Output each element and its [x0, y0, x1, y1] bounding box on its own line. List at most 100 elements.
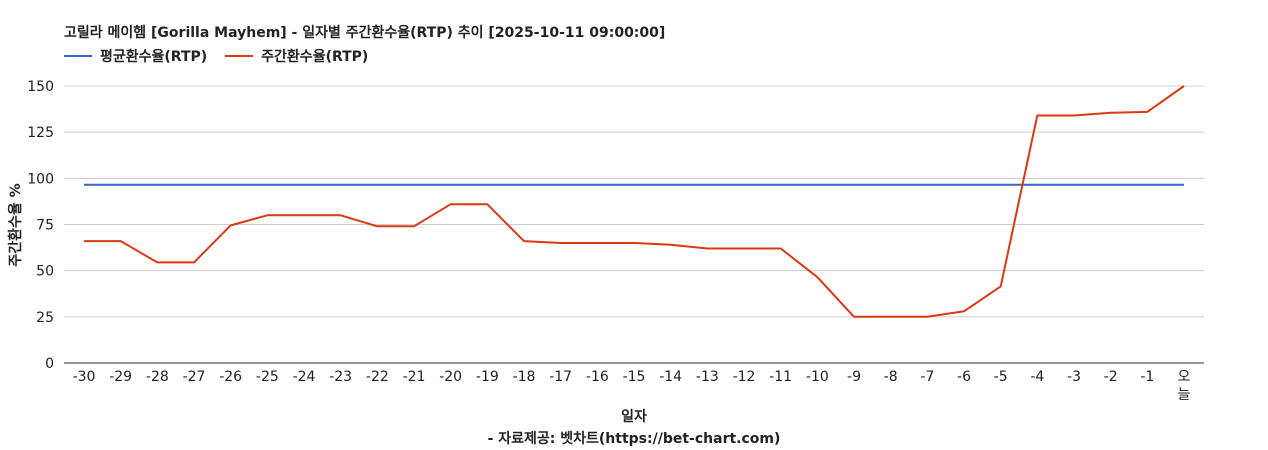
x-tick-label: -24 — [293, 369, 316, 385]
legend-item-average[interactable]: 평균환수율(RTP) — [64, 46, 207, 66]
data-point[interactable] — [1143, 108, 1151, 116]
data-point[interactable] — [483, 181, 491, 189]
x-tick-label: -1 — [1140, 369, 1154, 385]
data-point[interactable] — [813, 273, 821, 281]
x-tick-label: -23 — [329, 369, 352, 385]
data-point[interactable] — [153, 181, 161, 189]
data-point[interactable] — [227, 221, 235, 229]
data-source: - 자료제공: 벳차트(https://bet-chart.com) — [487, 431, 781, 447]
y-axis-title: 주간환수율 % — [7, 183, 24, 266]
x-tick-label: -26 — [219, 369, 242, 385]
data-point[interactable] — [850, 313, 858, 321]
data-point[interactable] — [593, 239, 601, 247]
data-point[interactable] — [777, 245, 785, 253]
data-point[interactable] — [997, 181, 1005, 189]
data-point[interactable] — [153, 258, 161, 266]
data-point[interactable] — [410, 222, 418, 230]
y-tick-label: 0 — [45, 356, 54, 372]
x-tick-label: -2 — [1104, 369, 1118, 385]
data-point[interactable] — [373, 222, 381, 230]
y-tick-label: 100 — [27, 171, 54, 187]
data-point[interactable] — [1070, 181, 1078, 189]
data-point[interactable] — [337, 211, 345, 219]
legend-label-average: 평균환수율(RTP) — [100, 49, 208, 65]
data-point[interactable] — [740, 181, 748, 189]
legend-item-weekly[interactable]: 주간환수율(RTP) — [225, 46, 368, 66]
data-point[interactable] — [520, 181, 528, 189]
data-point[interactable] — [777, 181, 785, 189]
data-point[interactable] — [630, 239, 638, 247]
data-point[interactable] — [373, 181, 381, 189]
data-point[interactable] — [300, 211, 308, 219]
x-tick-label: -12 — [733, 369, 756, 385]
gridlines — [64, 85, 1204, 364]
data-point[interactable] — [887, 313, 895, 321]
data-point[interactable] — [1107, 181, 1115, 189]
data-point[interactable] — [960, 181, 968, 189]
x-tick-label: -11 — [769, 369, 792, 385]
y-tick-label: 150 — [27, 79, 54, 95]
data-point[interactable] — [190, 258, 198, 266]
data-point[interactable] — [410, 181, 418, 189]
data-point[interactable] — [190, 181, 198, 189]
legend-swatch-average — [64, 55, 92, 57]
data-point[interactable] — [997, 282, 1005, 290]
data-point[interactable] — [520, 237, 528, 245]
data-point[interactable] — [960, 307, 968, 315]
data-point[interactable] — [1033, 181, 1041, 189]
x-tick-label: -15 — [623, 369, 646, 385]
data-point[interactable] — [80, 181, 88, 189]
data-point[interactable] — [557, 239, 565, 247]
data-point[interactable] — [337, 181, 345, 189]
x-tick-label: -21 — [403, 369, 426, 385]
data-point[interactable] — [630, 181, 638, 189]
data-point[interactable] — [887, 181, 895, 189]
data-point[interactable] — [80, 237, 88, 245]
y-tick-label: 25 — [36, 310, 54, 326]
x-tick-label: -30 — [73, 369, 96, 385]
data-point[interactable] — [923, 313, 931, 321]
y-tick-label: 75 — [36, 218, 54, 234]
data-point[interactable] — [667, 241, 675, 249]
x-axis-ticks: -30 -29 -28 -27 -26 -25 -24 -23 -22 -21 -20 -19 -18-… — [73, 369, 1191, 403]
data-point[interactable] — [117, 181, 125, 189]
x-tick-label: -25 — [256, 369, 279, 385]
data-point[interactable] — [1070, 112, 1078, 120]
legend-label-weekly: 주간환수율(RTP) — [261, 49, 369, 65]
data-point[interactable] — [227, 181, 235, 189]
data-point[interactable] — [593, 181, 601, 189]
data-point[interactable] — [1143, 181, 1151, 189]
data-point[interactable] — [1033, 112, 1041, 120]
data-point[interactable] — [923, 181, 931, 189]
chart-legend: 평균환수율(RTP) 주간환수율(RTP) — [64, 46, 368, 66]
data-point[interactable] — [1180, 181, 1188, 189]
data-point[interactable] — [703, 181, 711, 189]
data-point[interactable] — [557, 181, 565, 189]
legend-swatch-weekly — [225, 55, 254, 57]
data-point[interactable] — [740, 245, 748, 253]
data-point[interactable] — [850, 181, 858, 189]
x-tick-label: -10 — [806, 369, 829, 385]
data-point[interactable] — [263, 211, 271, 219]
x-tick-label: -3 — [1067, 369, 1081, 385]
data-point[interactable] — [263, 181, 271, 189]
x-tick-label: -29 — [109, 369, 132, 385]
x-tick-label: -20 — [439, 369, 462, 385]
data-point[interactable] — [703, 245, 711, 253]
x-tick-label: -22 — [366, 369, 389, 385]
data-point[interactable] — [447, 200, 455, 208]
data-point[interactable] — [447, 181, 455, 189]
data-point[interactable] — [1180, 82, 1188, 90]
y-axis-ticks: 0 25 50 75 100 125 150 — [27, 79, 54, 372]
x-tick-label: -16 — [586, 369, 609, 385]
data-point[interactable] — [483, 200, 491, 208]
data-point[interactable] — [813, 181, 821, 189]
data-point[interactable] — [667, 181, 675, 189]
x-tick-label: -9 — [847, 369, 861, 385]
x-tick-label: -18 — [513, 369, 536, 385]
y-tick-label: 50 — [36, 264, 54, 280]
data-point[interactable] — [300, 181, 308, 189]
series-line-weekly-rtp[interactable] — [84, 85, 1185, 318]
data-point[interactable] — [117, 237, 125, 245]
data-point[interactable] — [1107, 109, 1115, 117]
